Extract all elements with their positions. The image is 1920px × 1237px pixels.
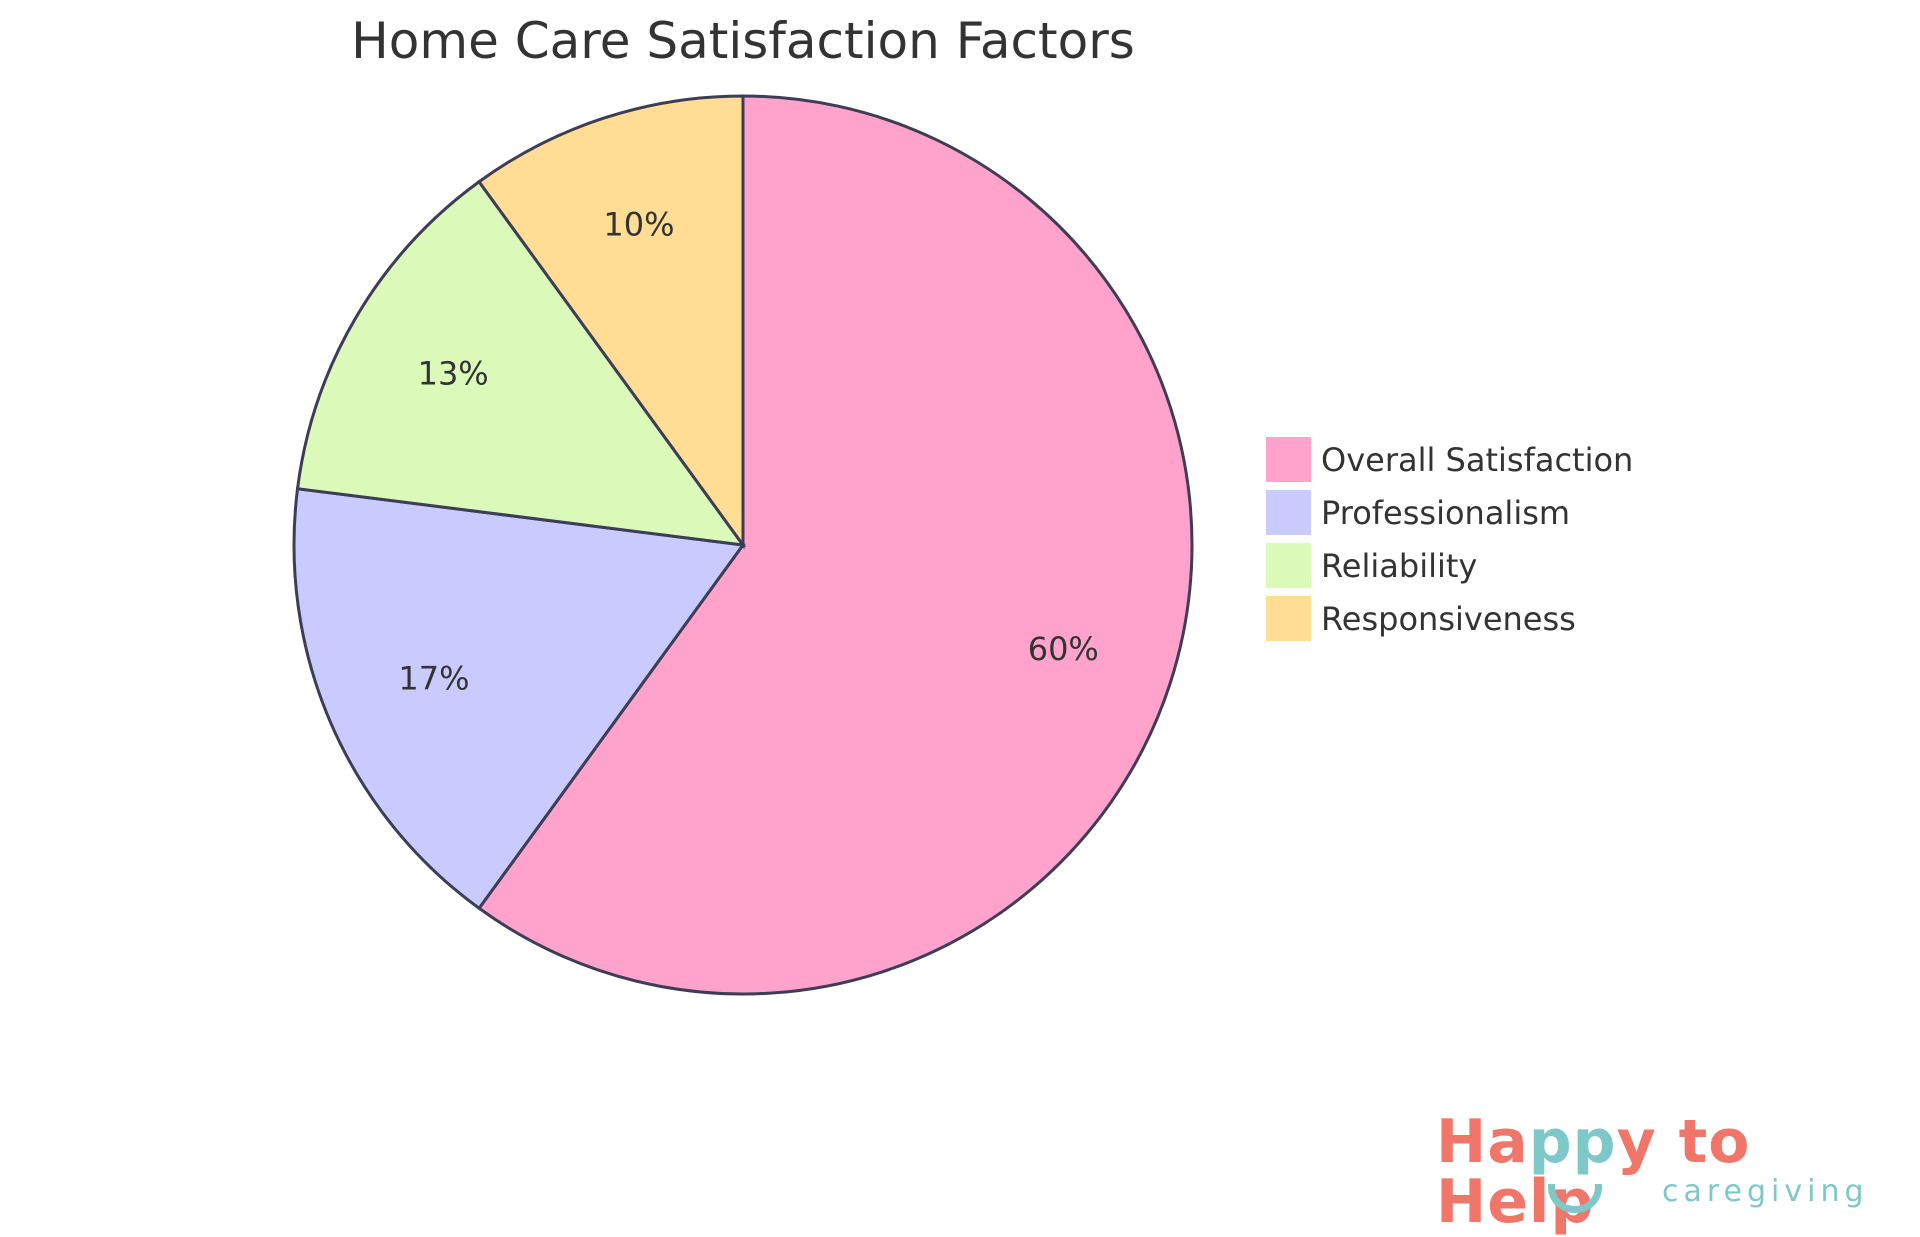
logo-wordmark: Happy to Help xyxy=(1436,1107,1751,1237)
legend-swatch xyxy=(1266,490,1311,535)
slice-label: 60% xyxy=(1028,630,1099,668)
legend-label: Responsiveness xyxy=(1321,600,1576,638)
slice-label: 13% xyxy=(418,355,489,393)
brand-logo: Happy to Help caregiving xyxy=(1436,1112,1906,1232)
legend-swatch xyxy=(1266,437,1311,482)
legend-label: Reliability xyxy=(1321,547,1477,585)
legend-label: Overall Satisfaction xyxy=(1321,441,1633,479)
logo-tagline: caregiving xyxy=(1662,1174,1869,1209)
pie-slice-reliability xyxy=(295,179,747,547)
legend-label: Professionalism xyxy=(1321,494,1570,532)
legend-swatch xyxy=(1266,543,1311,588)
smile-icon xyxy=(1548,1184,1602,1213)
pie-slice-responsiveness xyxy=(476,94,745,550)
chart-title: Home Care Satisfaction Factors xyxy=(351,12,1135,70)
pie-slice-overall-satisfaction xyxy=(476,94,1194,996)
pie-slice-professionalism xyxy=(292,487,746,911)
slice-label: 17% xyxy=(398,660,469,698)
slice-label: 10% xyxy=(603,206,674,244)
legend: Overall Satisfaction Professionalism Relia… xyxy=(1266,437,1633,641)
legend-swatch xyxy=(1266,596,1311,641)
